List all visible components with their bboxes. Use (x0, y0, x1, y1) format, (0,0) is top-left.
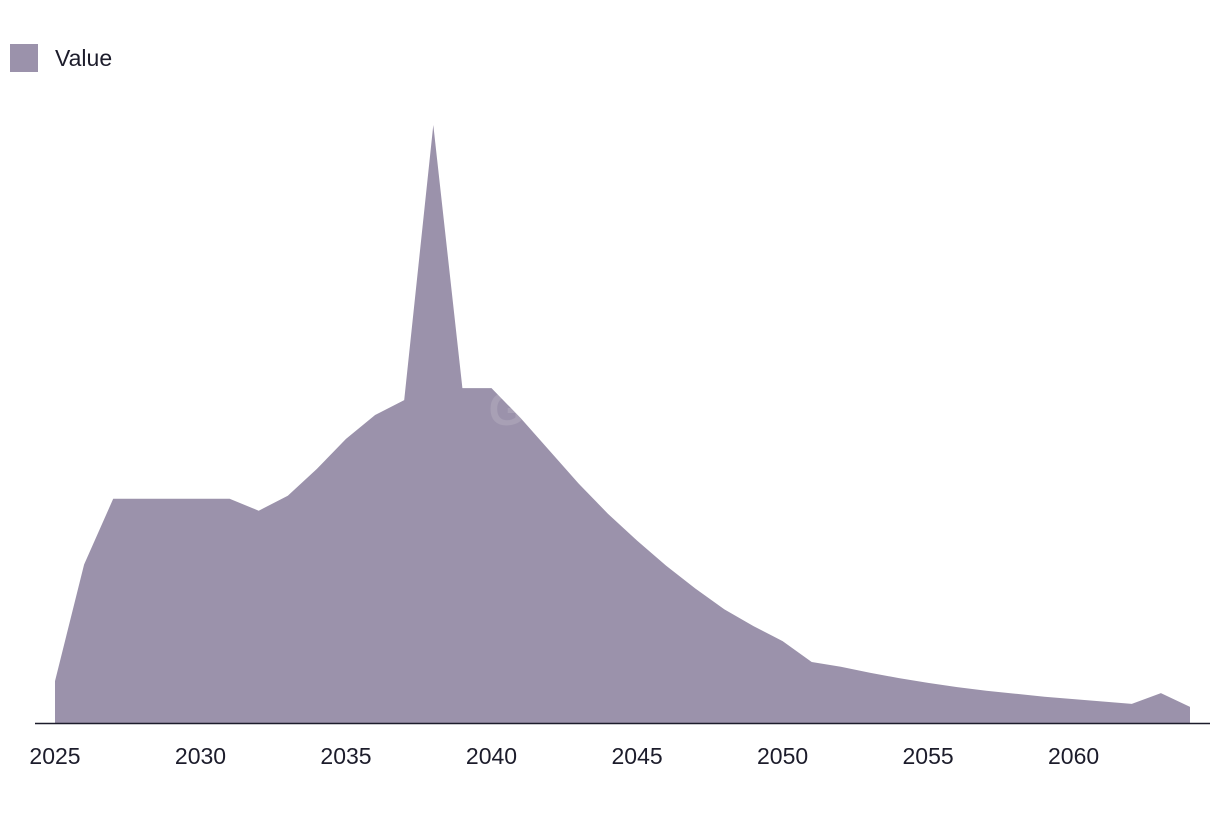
x-tick-label: 2025 (29, 743, 80, 769)
x-tick-label: 2055 (903, 743, 954, 769)
x-tick-label: 2030 (175, 743, 226, 769)
x-tick-label: 2060 (1048, 743, 1099, 769)
area-series-0 (55, 125, 1190, 723)
x-tick-label: 2045 (612, 743, 663, 769)
legend-label: Value (55, 44, 113, 71)
legend: Value (10, 44, 112, 72)
legend-swatch (10, 44, 38, 72)
x-tick-label: 2050 (757, 743, 808, 769)
watermark: GlobalData (489, 383, 732, 435)
x-tick-label: 2040 (466, 743, 517, 769)
x-tick-label: 2035 (320, 743, 371, 769)
